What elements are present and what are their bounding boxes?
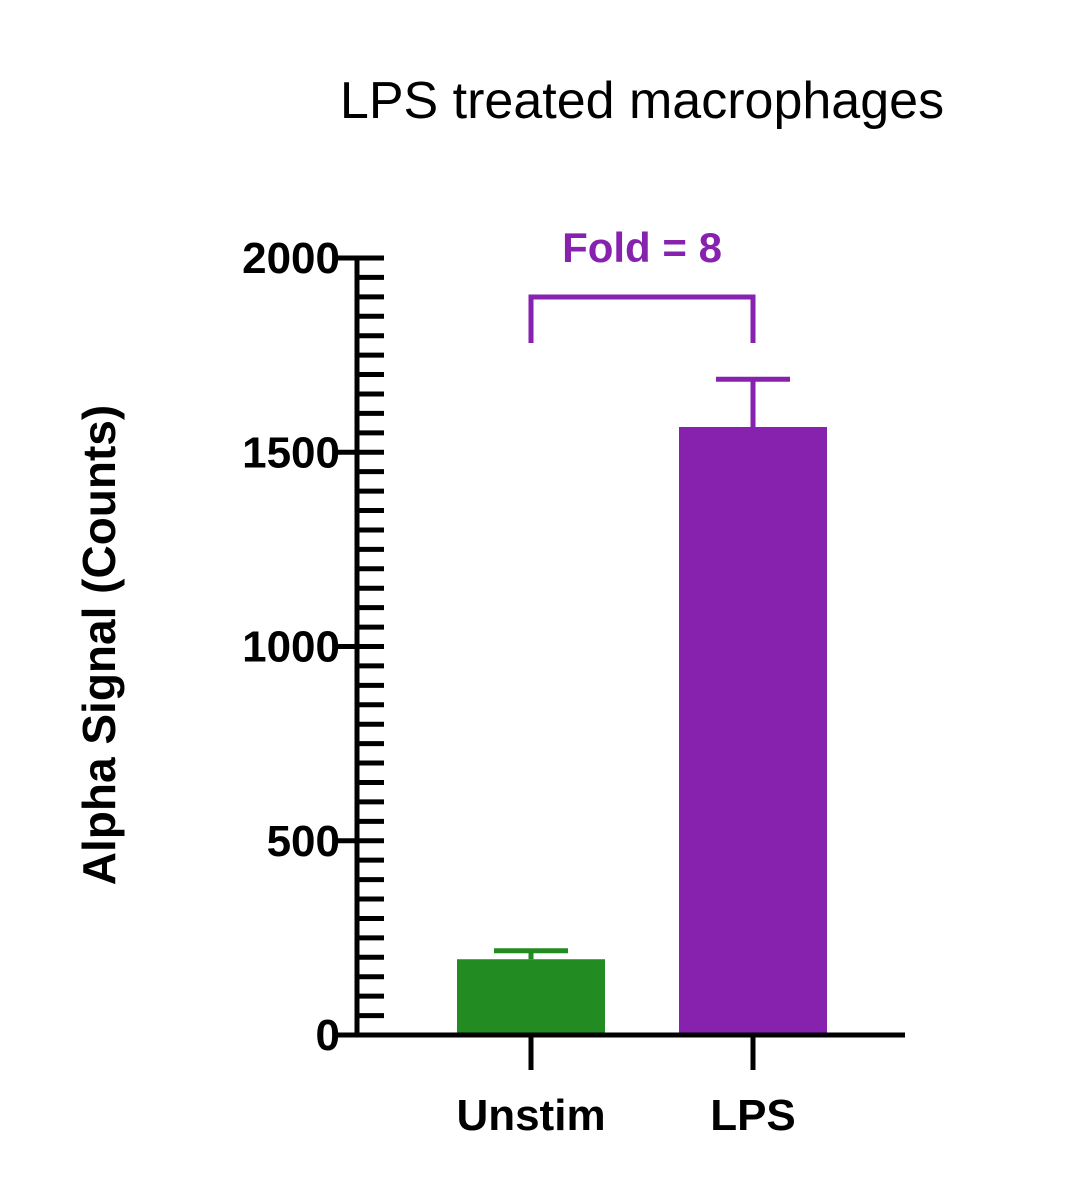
significance-bracket [528, 294, 756, 343]
y-tick-label: 500 [267, 817, 340, 866]
bar-unstim [457, 959, 605, 1035]
x-tick-label: Unstim [456, 1091, 605, 1140]
y-tick-label: 2000 [242, 234, 340, 283]
fold-annotation: Fold = 8 [562, 224, 722, 271]
bar-lps [679, 426, 827, 1035]
y-tick-label: 1500 [242, 428, 340, 477]
chart-title: LPS treated macrophages [340, 72, 944, 130]
plot-area: 0 500 1000 1500 2000 Unstim LPS Fold = 8 [242, 224, 905, 1140]
y-tick-label: 1000 [242, 623, 340, 672]
y-axis-label: Alpha Signal (Counts) [73, 405, 125, 885]
y-tick-label: 0 [316, 1011, 340, 1060]
x-tick-label: LPS [710, 1091, 796, 1140]
